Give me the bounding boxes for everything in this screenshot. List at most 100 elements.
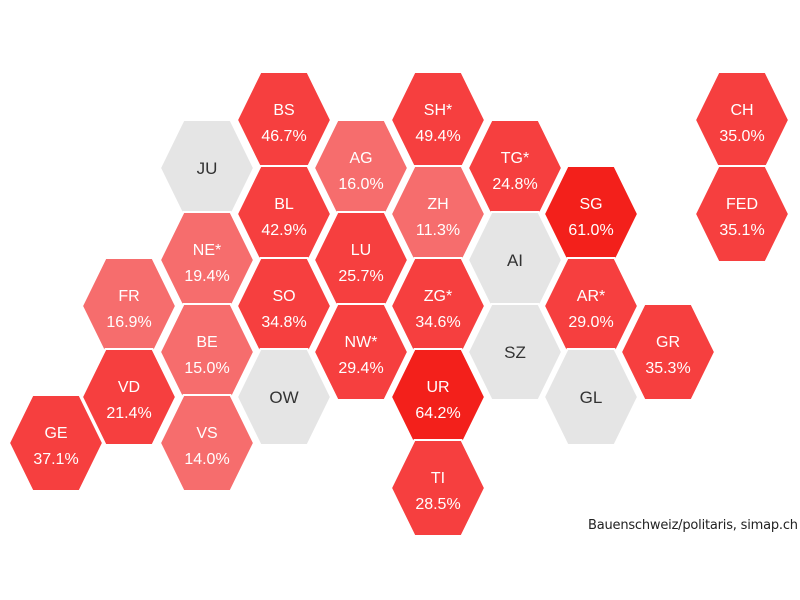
hex-code-so: SO <box>272 288 295 305</box>
hex-tg-star: TG* 24.8% <box>466 119 564 217</box>
hex-code-zh: ZH <box>427 196 448 213</box>
hex-shape-nw-star <box>312 303 410 401</box>
hex-code-nw-star: NW* <box>345 334 378 351</box>
hex-value-ag: 16.0% <box>338 176 383 193</box>
hex-shape-vd <box>80 348 178 446</box>
hex-bl: BL 42.9% <box>235 165 333 263</box>
hex-value-lu: 25.7% <box>338 268 383 285</box>
hex-code-fr: FR <box>118 288 139 305</box>
hex-shape-ne-star <box>158 211 256 309</box>
hex-shape-zh <box>389 165 487 263</box>
hex-shape-bs <box>235 71 333 169</box>
hex-code-vd: VD <box>118 379 140 396</box>
hex-value-vd: 21.4% <box>106 405 151 422</box>
hex-code-be: BE <box>196 334 217 351</box>
hex-sh-star: SH* 49.4% <box>389 71 487 169</box>
hex-shape-ge <box>7 394 105 492</box>
hex-code-ne-star: NE* <box>193 242 221 259</box>
hex-code-sg: SG <box>579 196 602 213</box>
hex-code-ju: JU <box>197 159 218 178</box>
hex-ai: AI <box>466 211 564 309</box>
hex-value-sh-star: 49.4% <box>415 128 460 145</box>
hex-fr: FR 16.9% <box>80 257 178 355</box>
hex-shape-ag <box>312 119 410 217</box>
hex-value-sg: 61.0% <box>568 222 613 239</box>
hex-shape-ow <box>235 348 333 446</box>
hex-shape-gl <box>542 348 640 446</box>
hex-code-zg-star: ZG* <box>424 288 452 305</box>
hex-value-gr: 35.3% <box>645 360 690 377</box>
hex-shape-ar-star <box>542 257 640 355</box>
hex-code-ch: CH <box>730 102 753 119</box>
hex-ch: CH 35.0% <box>693 71 791 169</box>
hex-shape-zg-star <box>389 257 487 355</box>
hex-value-zg-star: 34.6% <box>415 314 460 331</box>
hex-code-gl: GL <box>580 388 603 407</box>
hex-value-so: 34.8% <box>261 314 306 331</box>
hex-gr: GR 35.3% <box>619 303 717 401</box>
hex-shape-ti <box>389 439 487 537</box>
hex-lu: LU 25.7% <box>312 211 410 309</box>
hex-ge: GE 37.1% <box>7 394 105 492</box>
hex-code-ti: TI <box>431 470 445 487</box>
hex-value-vs: 14.0% <box>184 451 229 468</box>
hex-shape-sz <box>466 303 564 401</box>
hex-vs: VS 14.0% <box>158 394 256 492</box>
hex-so: SO 34.8% <box>235 257 333 355</box>
hex-ag: AG 16.0% <box>312 119 410 217</box>
hex-value-bs: 46.7% <box>261 128 306 145</box>
hex-code-bl: BL <box>274 196 294 213</box>
hex-value-zh: 11.3% <box>416 222 460 239</box>
hex-ar-star: AR* 29.0% <box>542 257 640 355</box>
hex-shape-fed <box>693 165 791 263</box>
hex-be: BE 15.0% <box>158 303 256 401</box>
hex-nw-star: NW* 29.4% <box>312 303 410 401</box>
hex-code-ag: AG <box>349 150 372 167</box>
hex-ti: TI 28.5% <box>389 439 487 537</box>
hex-zg-star: ZG* 34.6% <box>389 257 487 355</box>
hex-zh: ZH 11.3% <box>389 165 487 263</box>
hex-shape-be <box>158 303 256 401</box>
hex-shape-gr <box>619 303 717 401</box>
hex-code-sh-star: SH* <box>424 102 452 119</box>
hex-sg: SG 61.0% <box>542 165 640 263</box>
hex-shape-tg-star <box>466 119 564 217</box>
hex-value-ne-star: 19.4% <box>184 268 229 285</box>
hex-value-fr: 16.9% <box>106 314 151 331</box>
hex-value-ar-star: 29.0% <box>568 314 613 331</box>
hex-bs: BS 46.7% <box>235 71 333 169</box>
hex-sz: SZ <box>466 303 564 401</box>
hex-value-ur: 64.2% <box>415 405 460 422</box>
hex-shape-sh-star <box>389 71 487 169</box>
hex-code-sz: SZ <box>504 343 526 362</box>
hex-value-ti: 28.5% <box>415 496 460 513</box>
hex-shape-sg <box>542 165 640 263</box>
hex-shape-so <box>235 257 333 355</box>
hex-shape-ch <box>693 71 791 169</box>
hex-code-vs: VS <box>196 425 217 442</box>
hex-ne-star: NE* 19.4% <box>158 211 256 309</box>
hex-shape-fr <box>80 257 178 355</box>
hex-value-ch: 35.0% <box>719 128 764 145</box>
source-credit: Bauenschweiz/politaris, simap.ch <box>588 518 798 533</box>
hex-code-ur: UR <box>426 379 449 396</box>
hex-value-tg-star: 24.8% <box>492 176 537 193</box>
hex-vd: VD 21.4% <box>80 348 178 446</box>
hex-code-bs: BS <box>273 102 294 119</box>
hex-ur: UR 64.2% <box>389 348 487 446</box>
hex-shape-bl <box>235 165 333 263</box>
hex-ju: JU <box>158 119 256 217</box>
hex-value-bl: 42.9% <box>261 222 306 239</box>
hex-value-nw-star: 29.4% <box>338 360 383 377</box>
hex-gl: GL <box>542 348 640 446</box>
hex-code-ar-star: AR* <box>577 288 605 305</box>
hex-value-be: 15.0% <box>184 360 229 377</box>
hex-shape-vs <box>158 394 256 492</box>
hex-code-lu: LU <box>351 242 371 259</box>
hex-code-ai: AI <box>507 251 523 270</box>
hex-fed: FED 35.1% <box>693 165 791 263</box>
hex-code-fed: FED <box>726 196 758 213</box>
hex-code-tg-star: TG* <box>501 150 529 167</box>
hex-ow: OW <box>235 348 333 446</box>
